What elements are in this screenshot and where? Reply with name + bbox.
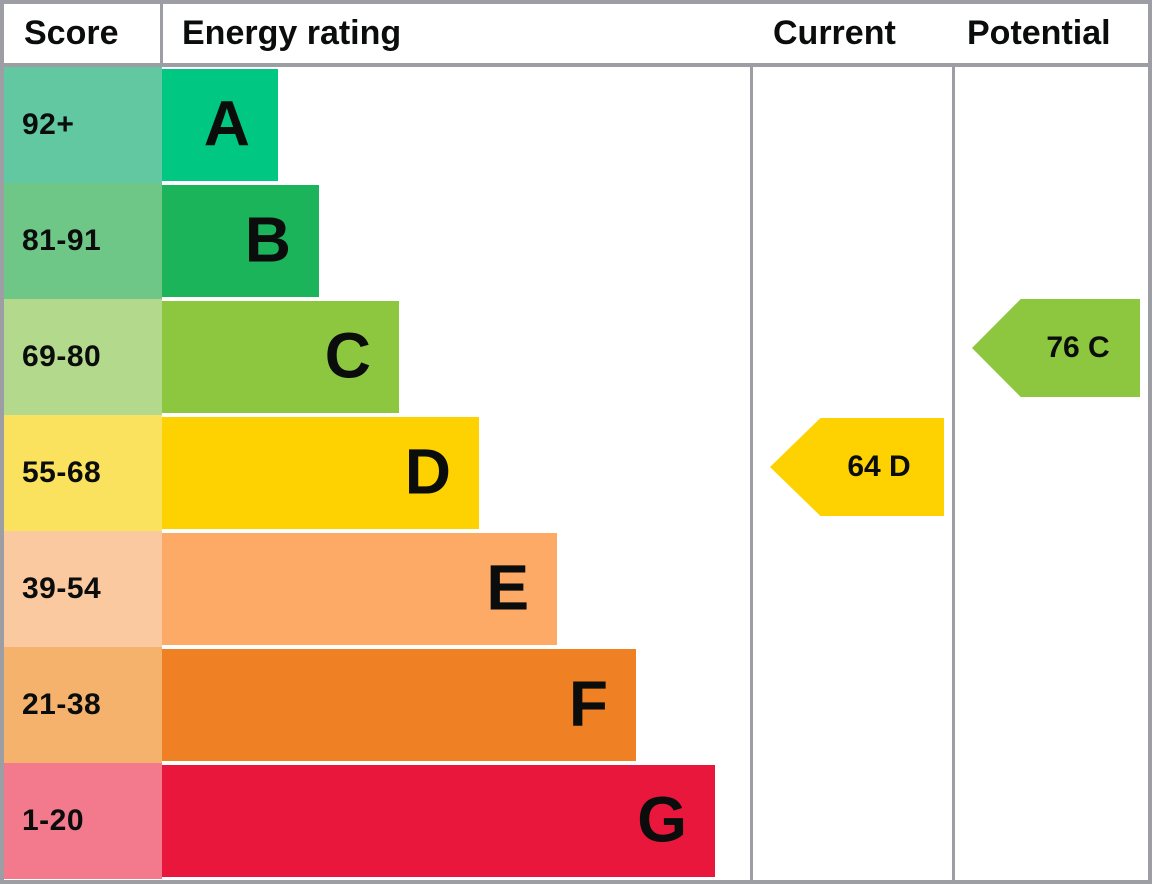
score-cell-a: 92+ — [4, 67, 162, 183]
score-cell-f: 21-38 — [4, 647, 162, 763]
potential-column-divider — [952, 4, 955, 880]
rating-bar-d: D — [162, 417, 479, 529]
rating-letter: A — [203, 87, 250, 160]
rating-letter: G — [637, 783, 687, 856]
score-range-label: 21-38 — [22, 688, 102, 721]
score-range-label: 81-91 — [22, 224, 102, 257]
score-range-label: 55-68 — [22, 456, 102, 489]
rating-letter: B — [244, 203, 291, 276]
energy-rating-column-header: Energy rating — [182, 14, 402, 52]
rating-letter: F — [568, 667, 608, 740]
score-cell-d: 55-68 — [4, 415, 162, 531]
score-cell-e: 39-54 — [4, 531, 162, 647]
potential-column-header: Potential — [967, 14, 1111, 52]
score-cell-c: 69-80 — [4, 299, 162, 415]
current-column-header: Current — [773, 14, 896, 52]
score-range-label: 92+ — [22, 108, 75, 141]
rating-letter: D — [404, 435, 451, 508]
band-row-d: 55-68 D — [4, 415, 1148, 531]
band-row-g: 1-20 G — [4, 763, 1148, 879]
rating-bar-c: C — [162, 301, 399, 413]
rating-bar-b: B — [162, 185, 319, 297]
chart-header: Score Energy rating Current Potential — [4, 4, 1148, 67]
score-cell-g: 1-20 — [4, 763, 162, 879]
rating-letter: E — [486, 551, 529, 624]
score-range-label: 39-54 — [22, 572, 102, 605]
rating-bar-g: G — [162, 765, 715, 877]
score-cell-b: 81-91 — [4, 183, 162, 299]
score-rating-header-divider — [160, 4, 163, 63]
rating-bar-a: A — [162, 69, 278, 181]
rating-bar-f: F — [162, 649, 636, 761]
rating-letter: C — [324, 319, 371, 392]
score-range-label: 69-80 — [22, 340, 102, 373]
band-rows: 92+ A 81-91 B 69-80 C 55-68 — [4, 67, 1148, 879]
current-rating-value: 64 D — [847, 450, 911, 483]
rating-bar-e: E — [162, 533, 557, 645]
current-column-divider — [750, 4, 753, 880]
band-row-e: 39-54 E — [4, 531, 1148, 647]
band-row-c: 69-80 C — [4, 299, 1148, 415]
potential-rating-value: 76 C — [1046, 331, 1110, 364]
band-row-a: 92+ A — [4, 67, 1148, 183]
band-row-f: 21-38 F — [4, 647, 1148, 763]
band-row-b: 81-91 B — [4, 183, 1148, 299]
score-column-header: Score — [24, 14, 119, 52]
score-range-label: 1-20 — [22, 804, 85, 837]
